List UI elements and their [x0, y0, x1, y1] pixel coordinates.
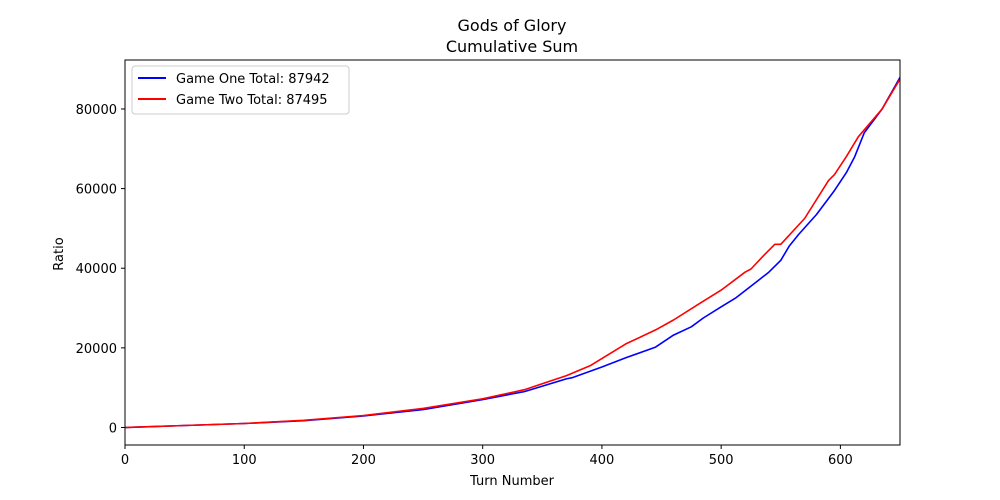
- x-tick-label: 500: [709, 453, 734, 468]
- chart-subtitle: Cumulative Sum: [446, 37, 578, 56]
- x-tick-label: 0: [121, 453, 129, 468]
- x-axis-label: Turn Number: [469, 474, 555, 489]
- plot-lines: [124, 77, 901, 429]
- series-line-game-one: [124, 77, 901, 429]
- plot-frame: [124, 59, 901, 446]
- y-axis-ticks: 0 20000 40000 60000 80000: [76, 103, 125, 436]
- chart-title: Gods of Glory: [458, 16, 567, 35]
- x-tick-label: 200: [351, 453, 376, 468]
- legend-box: [131, 65, 350, 115]
- legend-label-game-one: Game One Total: 87942: [176, 72, 330, 87]
- y-axis-label: Ratio: [52, 237, 67, 270]
- y-tick-label: 80000: [76, 103, 117, 118]
- x-tick-label: 300: [470, 453, 495, 468]
- series-line-game-two: [124, 78, 901, 429]
- x-tick-label: 100: [232, 453, 257, 468]
- y-tick-label: 40000: [76, 262, 117, 277]
- y-tick-label: 20000: [76, 342, 117, 357]
- y-tick-label: 0: [109, 421, 117, 436]
- y-tick-label: 60000: [76, 183, 117, 198]
- x-axis-ticks: 0 100 200 300 400 500 600: [121, 445, 853, 468]
- x-tick-label: 400: [590, 453, 615, 468]
- legend: Game One Total: 87942 Game Two Total: 87…: [131, 65, 350, 115]
- x-tick-label: 600: [828, 453, 853, 468]
- legend-label-game-two: Game Two Total: 87495: [176, 93, 328, 108]
